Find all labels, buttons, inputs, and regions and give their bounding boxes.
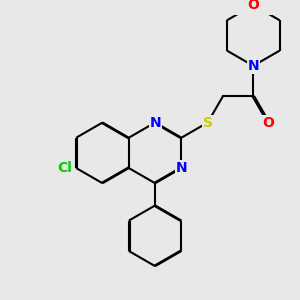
Text: O: O: [262, 116, 274, 130]
Text: N: N: [149, 116, 161, 130]
Text: N: N: [248, 59, 259, 73]
Text: S: S: [203, 116, 213, 130]
Text: O: O: [248, 0, 259, 12]
Text: N: N: [176, 161, 187, 175]
Text: N: N: [248, 59, 259, 73]
Text: Cl: Cl: [57, 161, 72, 175]
